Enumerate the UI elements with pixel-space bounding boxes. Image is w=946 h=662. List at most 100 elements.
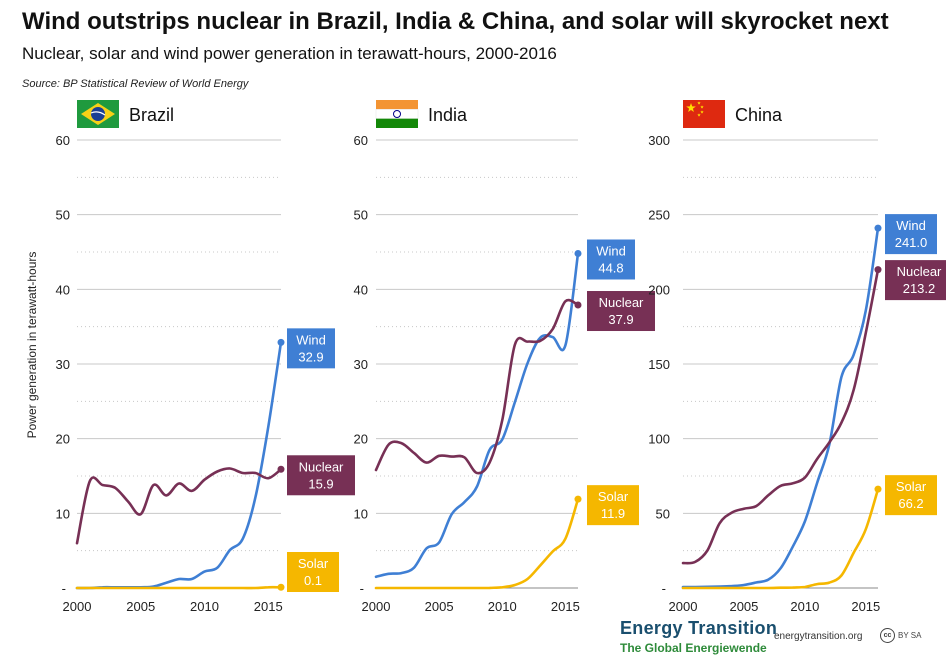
wind-line (374, 252, 580, 579)
chart-title: Wind outstrips nuclear in Brazil, India … (22, 8, 889, 35)
source-note: Source: BP Statistical Review of World E… (22, 78, 249, 90)
nuclear-line (374, 298, 580, 475)
wind-label-box (885, 214, 937, 255)
y-tick-label: 20 (354, 432, 368, 447)
panel-india: India - 10 20 30 40 50 60 2000 2005 2010 2015 Wind 44… (354, 100, 655, 614)
chart-subtitle: Nuclear, solar and wind power generation… (22, 44, 557, 63)
wind-line (681, 226, 880, 589)
x-tick-label: 2010 (190, 599, 219, 614)
nuclear-label-value: 37.9 (608, 312, 633, 327)
wind-label-value: 32.9 (298, 349, 323, 364)
flag-band (90, 111, 106, 116)
y-tick-label: 250 (648, 208, 670, 223)
y-tick-label: 200 (648, 282, 670, 297)
wind-endpoint (874, 224, 882, 232)
nuclear-endpoint (574, 301, 582, 309)
nuclear-line (681, 268, 880, 565)
solar-line (374, 497, 580, 590)
wind-line (75, 341, 283, 590)
wind-label-name: Wind (896, 218, 926, 233)
flag-saffron (376, 100, 418, 110)
y-tick-label: 50 (656, 506, 670, 521)
wind-label-value: 241.0 (895, 235, 928, 250)
solar-label-box (587, 485, 639, 526)
y-tick-label: - (662, 581, 666, 596)
flag-chakra (393, 110, 401, 118)
solar-endpoint (574, 495, 582, 503)
panel-title: China (735, 105, 783, 125)
wind-label-box (587, 239, 635, 280)
site-link[interactable]: energytransition.org (774, 631, 863, 642)
brand-subtitle: The Global Energiewende (620, 641, 767, 655)
nuclear-endpoint (277, 465, 285, 473)
brand-logo: Energy Transition The Global Energiewend… (620, 618, 778, 655)
x-tick-label: 2000 (362, 599, 391, 614)
nuclear-label-box (885, 260, 946, 301)
solar-label-name: Solar (298, 556, 329, 571)
solar-endpoint (277, 583, 285, 591)
x-tick-label: 2005 (729, 599, 758, 614)
y-tick-label: 40 (354, 282, 368, 297)
x-tick-label: 2005 (126, 599, 155, 614)
flag-globe (91, 107, 105, 121)
solar-label-value: 0.1 (304, 573, 322, 588)
solar-label-name: Solar (598, 489, 629, 504)
y-tick-label: 10 (354, 506, 368, 521)
nuclear-label-value: 15.9 (308, 476, 333, 491)
solar-label-name: Solar (896, 479, 927, 494)
panel-china: China - 50 100 150 200 250 300 2000 2005 2010 2015 W… (648, 100, 946, 614)
nuclear-label-box (287, 455, 355, 496)
brand-title: Energy Transition (620, 618, 778, 638)
y-tick-label: - (62, 581, 66, 596)
y-tick-label: 300 (648, 133, 670, 148)
x-tick-label: 2005 (425, 599, 454, 614)
wind-label-name: Wind (296, 332, 326, 347)
x-tick-label: 2010 (790, 599, 819, 614)
flag-field (683, 100, 725, 128)
wind-label-value: 44.8 (598, 260, 623, 275)
flag-small-star (700, 110, 704, 114)
y-tick-label: 60 (354, 133, 368, 148)
wind-endpoint (574, 249, 582, 257)
solar-line (75, 585, 283, 590)
solar-line (681, 487, 880, 590)
solar-label-value: 11.9 (601, 506, 625, 521)
flag-small-star (697, 101, 701, 105)
wind-endpoint (277, 338, 285, 346)
license-badge: cc BY SA (880, 628, 921, 643)
x-tick-label: 2010 (488, 599, 517, 614)
solar-label-box (287, 552, 339, 592)
y-tick-label: 20 (56, 432, 70, 447)
solar-label-box (885, 475, 937, 516)
flag-green (376, 118, 418, 128)
nuclear-label-name: Nuclear (299, 459, 344, 474)
panel-title: Brazil (129, 105, 174, 125)
y-tick-label: 150 (648, 357, 670, 372)
solar-label-value: 66.2 (898, 496, 923, 511)
wind-label-box (287, 328, 335, 369)
nuclear-label-box (587, 291, 655, 332)
panel-title: India (428, 105, 468, 125)
y-tick-label: 100 (648, 432, 670, 447)
solar-endpoint (874, 485, 882, 493)
y-tick-label: - (360, 581, 364, 596)
x-tick-label: 2015 (254, 599, 283, 614)
x-tick-label: 2000 (63, 599, 92, 614)
x-tick-label: 2000 (669, 599, 698, 614)
nuclear-label-name: Nuclear (599, 295, 644, 310)
flag-big-star (686, 103, 696, 112)
x-tick-label: 2015 (851, 599, 880, 614)
y-tick-label: 50 (56, 208, 70, 223)
y-tick-label: 10 (56, 506, 70, 521)
nuclear-label-name: Nuclear (897, 264, 942, 279)
y-tick-label: 50 (354, 208, 368, 223)
flag-small-star (700, 105, 704, 109)
x-tick-label: 2015 (551, 599, 580, 614)
wind-label-name: Wind (596, 243, 626, 258)
cc-icon: cc (880, 628, 895, 643)
flag-small-star (697, 113, 701, 117)
license-text: BY SA (898, 631, 922, 640)
y-tick-label: 60 (56, 133, 70, 148)
panel-brazil: Brazil - 10 20 30 40 50 60 2000 2005 2010 2015 Wind 3… (56, 100, 355, 614)
